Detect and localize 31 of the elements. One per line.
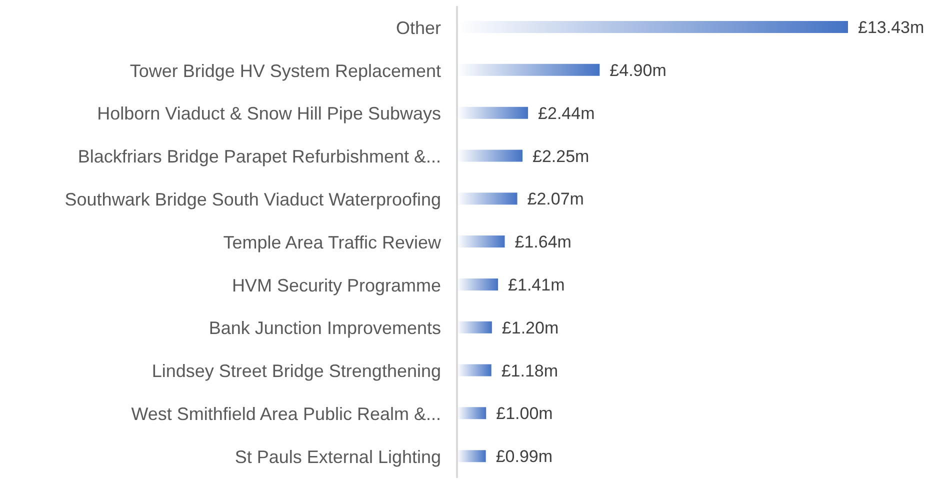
bar	[457, 192, 518, 205]
bar	[457, 106, 528, 119]
data-label: £13.43m	[858, 18, 924, 38]
y-tick-label: Blackfriars Bridge Parapet Refurbishment &...	[78, 146, 441, 167]
y-tick-label: Other	[396, 18, 441, 38]
bar	[457, 150, 523, 162]
data-label: £1.00m	[496, 404, 553, 424]
y-tick-label: Southwark Bridge South Viaduct Waterproofing	[64, 189, 441, 210]
data-label: £2.07m	[527, 190, 584, 209]
bar	[457, 321, 492, 334]
y-tick-label: Bank Junction Improvements	[208, 318, 441, 338]
y-tick-label: Temple Area Traffic Review	[223, 232, 442, 252]
y-tick-label: Holborn Viaduct & Snow Hill Pipe Subways	[97, 104, 441, 124]
y-tick-label: St Pauls External Lighting	[234, 446, 441, 467]
y-tick-label: Tower Bridge HV System Replacement	[130, 60, 441, 81]
bar	[457, 407, 486, 420]
data-label: £2.25m	[532, 146, 590, 166]
y-tick-label: Lindsey Street Bridge Strengthening	[152, 361, 441, 382]
data-label: £1.20m	[502, 318, 559, 338]
bar	[457, 450, 486, 462]
data-label: £1.41m	[508, 275, 565, 294]
bar	[457, 278, 498, 290]
data-label: £1.64m	[514, 232, 572, 252]
data-label: £0.99m	[496, 447, 553, 466]
bar	[457, 364, 492, 376]
y-tick-label: HVM Security Programme	[232, 275, 441, 296]
data-label: £4.90m	[610, 60, 666, 80]
y-tick-label: West Smithfield Area Public Realm &...	[131, 404, 441, 424]
data-label: £1.18m	[501, 361, 558, 380]
bar	[457, 236, 505, 248]
data-label: £2.44m	[538, 104, 595, 123]
